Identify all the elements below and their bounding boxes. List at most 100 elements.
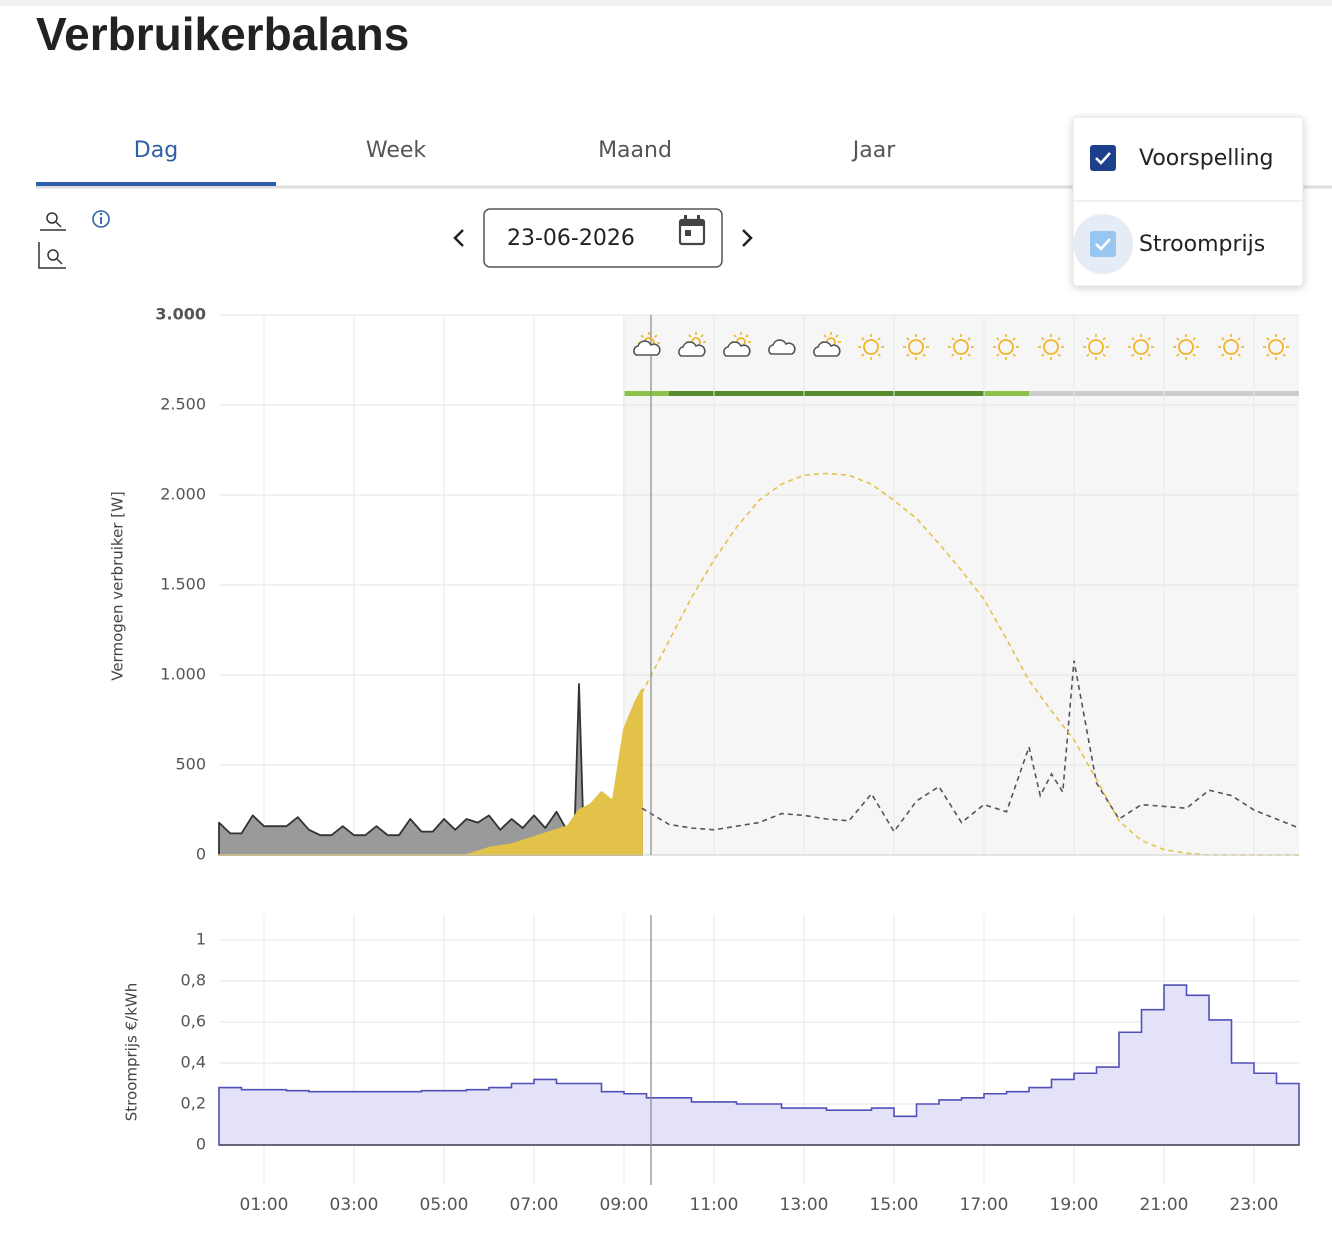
tab-indicator — [36, 182, 276, 186]
cloud — [678, 341, 706, 357]
sun-ray — [1057, 353, 1061, 357]
sun-ray — [1102, 353, 1106, 357]
sun-ray — [1102, 337, 1106, 341]
sun-ray — [877, 337, 881, 341]
sun-ray — [1221, 337, 1225, 341]
sun-ray — [1192, 337, 1196, 341]
status-bar — [624, 391, 669, 396]
status-bar — [669, 391, 984, 396]
info-icon[interactable] — [92, 210, 110, 228]
sun-ray — [967, 353, 971, 357]
top-shadow — [0, 0, 1332, 6]
x-tick-label: 03:00 — [330, 1195, 379, 1215]
y-tick-label: 0,6 — [181, 1012, 206, 1031]
checkbox[interactable] — [1090, 145, 1116, 171]
sun — [908, 339, 924, 355]
page-title: Verbruikerbalans — [36, 8, 409, 60]
tab[interactable]: Maand — [598, 138, 672, 163]
x-tick-label: 01:00 — [240, 1195, 289, 1215]
sun-ray — [1041, 337, 1045, 341]
cloud — [633, 340, 661, 356]
sun-ray — [1192, 353, 1196, 357]
sun — [863, 339, 879, 355]
sun-ray — [922, 353, 926, 357]
y-tick-label: 1 — [196, 930, 206, 949]
y-tick-label: 500 — [175, 755, 206, 774]
cloud — [813, 341, 841, 357]
charts: 0 500 1.000 1.500 2.000 2.500 3.000 Vermogen ve… — [109, 305, 1300, 1215]
forecast-line — [641, 660, 1300, 834]
sun — [953, 339, 969, 355]
y-tick-label: 0,4 — [181, 1053, 206, 1072]
sun-ray — [1086, 337, 1090, 341]
x-tick-label: 17:00 — [960, 1195, 1009, 1215]
y-tick-label: 2.500 — [160, 395, 206, 414]
sun-ray — [823, 334, 827, 338]
x-tick-label: 23:00 — [1230, 1195, 1279, 1215]
x-tick-label: 05:00 — [420, 1195, 469, 1215]
sun-ray — [1041, 353, 1045, 357]
sun-ray — [1237, 353, 1241, 357]
y-tick-label: 1.000 — [160, 665, 206, 684]
sun-ray — [654, 334, 658, 338]
sun — [1178, 339, 1194, 355]
sun-ray — [1012, 337, 1016, 341]
calendar-icon[interactable] — [678, 215, 706, 246]
sun-ray — [688, 334, 692, 338]
checkbox[interactable] — [1090, 231, 1116, 257]
option-label[interactable]: Stroomprijs — [1139, 232, 1265, 257]
date-input[interactable] — [483, 208, 723, 268]
x-tick-label: 09:00 — [600, 1195, 649, 1215]
x-tick-label: 21:00 — [1140, 1195, 1189, 1215]
sun-ray — [745, 334, 749, 338]
sun-ray — [1237, 337, 1241, 341]
sun-ray — [922, 337, 926, 341]
sun-ray — [1131, 337, 1135, 341]
weather-icons — [633, 332, 1289, 360]
y-tick-label: 0 — [196, 845, 206, 864]
y-tick-label: 3.000 — [155, 305, 206, 324]
checkmark — [1095, 152, 1111, 165]
cloud — [723, 341, 751, 357]
sun-ray — [1057, 337, 1061, 341]
zoom-reset-icon[interactable] — [38, 242, 66, 269]
sun-ray — [996, 337, 1000, 341]
x-tick-label: 11:00 — [690, 1195, 739, 1215]
sun-ray — [861, 337, 865, 341]
sun-ray — [700, 334, 704, 338]
prev-day[interactable] — [453, 229, 464, 247]
sun — [1223, 339, 1239, 355]
sun-ray — [906, 337, 910, 341]
tab[interactable]: Jaar — [851, 138, 896, 163]
y-tick-label: 2.000 — [160, 485, 206, 504]
sun-ray — [906, 353, 910, 357]
sun-ray — [951, 353, 955, 357]
x-tick-label: 07:00 — [510, 1195, 559, 1215]
tab[interactable]: Dag — [134, 138, 178, 163]
option-label[interactable]: Voorspelling — [1139, 146, 1274, 171]
zoom-icon[interactable] — [40, 212, 66, 231]
sun — [1043, 339, 1059, 355]
forecast-line — [641, 472, 1299, 856]
y-tick-label: 0,8 — [181, 971, 206, 990]
sun-ray — [1282, 337, 1286, 341]
sun-ray — [640, 334, 644, 338]
sun — [1268, 339, 1284, 355]
sun-ray — [1147, 337, 1151, 341]
sun-ray — [996, 353, 1000, 357]
area-series — [218, 688, 643, 856]
y-tick-label: 1.500 — [160, 575, 206, 594]
y-tick-label: 0,2 — [181, 1094, 206, 1113]
sun — [1088, 339, 1104, 355]
sun — [998, 339, 1014, 355]
sun-ray — [1176, 353, 1180, 357]
date-value: 23-06-2026 — [507, 226, 635, 251]
cloud — [768, 339, 796, 355]
tab[interactable]: Week — [366, 138, 427, 163]
y-axis-title: Stroomprijs €/kWh — [123, 983, 141, 1121]
sun-ray — [1266, 353, 1270, 357]
sun-ray — [877, 353, 881, 357]
next-day[interactable] — [742, 229, 753, 247]
checkmark — [1095, 238, 1111, 251]
